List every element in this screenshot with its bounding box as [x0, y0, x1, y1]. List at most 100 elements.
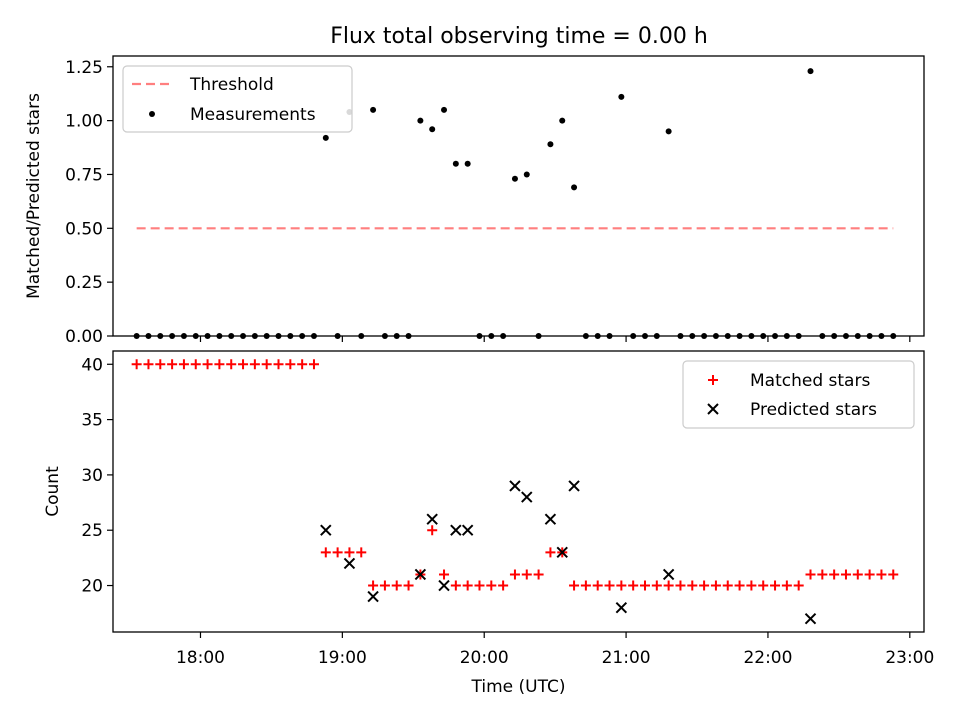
data-point — [486, 580, 497, 591]
y-tick-label: 1.25 — [65, 58, 103, 78]
data-point — [214, 359, 225, 370]
data-point — [864, 569, 875, 580]
data-point — [521, 491, 533, 503]
data-point — [391, 580, 402, 591]
data-point — [781, 580, 792, 591]
x-axis-label: Time (UTC) — [471, 677, 566, 697]
data-point — [793, 580, 804, 591]
data-point — [285, 359, 296, 370]
data-point — [663, 580, 674, 591]
data-point — [417, 117, 424, 124]
y-tick-label: 20 — [81, 577, 103, 597]
data-point — [770, 580, 781, 591]
data-point — [438, 579, 450, 592]
data-point — [511, 175, 518, 182]
y-tick-label: 25 — [81, 521, 103, 541]
x-tick-label: 21:00 — [602, 648, 651, 668]
legend-label: Predicted stars — [750, 400, 877, 420]
data-point — [807, 68, 814, 75]
data-point — [367, 590, 379, 603]
data-point — [710, 580, 721, 591]
data-point — [320, 524, 332, 536]
legend-label: Threshold — [189, 75, 274, 95]
legend — [122, 65, 353, 133]
data-point — [722, 580, 733, 591]
data-point — [190, 359, 201, 370]
data-point — [450, 524, 462, 536]
data-point — [840, 569, 851, 580]
data-point — [370, 106, 377, 113]
axes-frame — [112, 55, 925, 337]
data-point — [379, 580, 390, 591]
legend-matched-swatch — [708, 375, 718, 385]
data-point — [639, 580, 650, 591]
data-point — [426, 513, 438, 525]
data-point — [734, 580, 745, 591]
data-point — [523, 171, 530, 178]
data-point — [464, 160, 471, 167]
data-point — [604, 580, 615, 591]
y-tick-label: 1.00 — [65, 112, 103, 132]
data-point — [343, 557, 356, 570]
data-point — [618, 93, 625, 100]
data-point — [414, 568, 427, 581]
y-tick-label: 30 — [81, 466, 103, 486]
data-point — [344, 547, 355, 558]
data-point — [403, 580, 414, 591]
data-point — [462, 580, 473, 591]
data-point — [687, 580, 698, 591]
data-point — [356, 547, 367, 558]
data-point — [876, 569, 887, 580]
data-point — [322, 134, 329, 141]
y-tick-label: 40 — [81, 355, 103, 375]
data-point — [368, 580, 379, 591]
data-point — [817, 569, 828, 580]
data-point — [273, 359, 284, 370]
y-tick-label: 0.00 — [65, 327, 103, 347]
data-point — [521, 569, 532, 580]
data-point — [547, 141, 554, 148]
legend-label: Matched stars — [750, 371, 870, 391]
y-tick-label: 0.25 — [65, 273, 103, 293]
data-point — [131, 359, 142, 370]
data-point — [804, 613, 817, 625]
data-point — [852, 569, 863, 580]
data-point — [544, 513, 557, 525]
data-point — [450, 580, 461, 591]
data-point — [580, 580, 591, 591]
ratio-panel: 0.00 0.25 0.50 0.75 1.00 1.25 Matched/Predicte… — [24, 55, 925, 347]
data-point — [498, 580, 509, 591]
data-point — [805, 569, 816, 580]
data-point — [746, 580, 757, 591]
data-point — [568, 480, 580, 492]
data-point — [571, 184, 578, 191]
data-point — [675, 580, 686, 591]
x-tick-label: 20:00 — [460, 648, 509, 668]
data-point — [427, 525, 438, 536]
legend — [682, 360, 915, 429]
legend-label: Measurements — [190, 105, 316, 125]
count-panel: 20 25 30 35 40 18:00 19:00 20:00 21:00 22:00 23:00… — [43, 350, 934, 697]
data-point — [297, 359, 308, 370]
data-point — [699, 580, 710, 591]
chart-title: Flux total observing time = 0.00 h — [330, 24, 708, 49]
data-point — [545, 547, 556, 558]
legend-measurements-swatch — [149, 111, 155, 117]
data-point — [238, 359, 249, 370]
data-point — [143, 359, 154, 370]
data-point — [261, 359, 272, 370]
data-point — [429, 126, 436, 133]
y-tick-label: 35 — [81, 411, 103, 431]
data-point — [202, 359, 213, 370]
data-point — [452, 160, 459, 167]
data-point — [155, 359, 166, 370]
data-point — [556, 546, 568, 559]
data-point — [616, 580, 627, 591]
axes-frame — [112, 350, 925, 633]
data-point — [308, 359, 319, 370]
y-tick-label: 0.75 — [65, 165, 103, 185]
data-point — [178, 359, 189, 370]
data-point — [888, 569, 899, 580]
data-point — [665, 128, 672, 135]
